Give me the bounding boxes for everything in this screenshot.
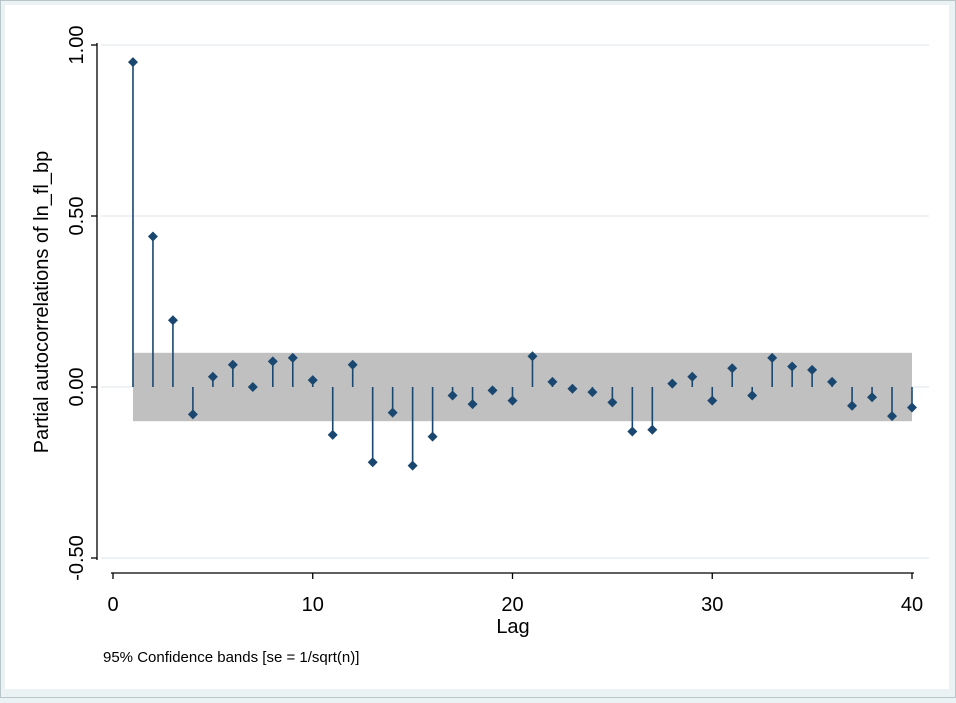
stem-marker-26 (627, 426, 638, 437)
stem-marker-11 (327, 429, 338, 440)
x-tick-label-4: 40 (901, 594, 923, 616)
stem-marker-6 (227, 359, 238, 370)
y-axis-label: Partial autocorrelations of ln_fl_bp (31, 151, 53, 453)
stem-marker-7 (247, 382, 258, 392)
x-axis-label: Lag (496, 616, 529, 638)
stem-marker-24 (587, 387, 598, 398)
stem-marker-35 (807, 364, 818, 375)
stem-marker-16 (427, 431, 438, 442)
stem-marker-22 (547, 376, 558, 387)
stem-marker-13 (367, 457, 378, 468)
stem-marker-31 (727, 363, 738, 374)
stem-marker-39 (887, 411, 898, 422)
footnote: 95% Confidence bands [se = 1/sqrt(n)] (103, 649, 359, 666)
confidence-band-rect (132, 352, 913, 422)
y-tick-label-0: -0.50 (66, 535, 88, 581)
stem-marker-15 (407, 460, 418, 471)
stems (127, 57, 917, 471)
stem-marker-21 (527, 351, 538, 362)
stem-marker-17 (447, 390, 458, 401)
stem-marker-40 (907, 402, 917, 413)
x-tick-label-2: 20 (501, 594, 523, 616)
stem-marker-9 (287, 352, 298, 363)
stem-marker-4 (187, 409, 198, 420)
axes: -0.50 0.00 0.50 1.00 0 10 20 30 40 (66, 26, 923, 616)
stem-marker-32 (747, 390, 758, 401)
stem-marker-23 (567, 383, 578, 394)
y-tick-label-3: 1.00 (66, 26, 88, 65)
stem-marker-37 (847, 400, 858, 411)
confidence-band (132, 352, 913, 422)
stem-marker-33 (767, 352, 778, 363)
plot-area (5, 5, 949, 689)
stem-marker-3 (167, 315, 178, 326)
stem-marker-1 (127, 57, 138, 68)
stem-marker-8 (267, 356, 278, 367)
stem-marker-27 (647, 424, 658, 435)
y-tick-label-1: 0.00 (66, 368, 88, 407)
stem-marker-38 (867, 392, 878, 403)
x-tick-label-0: 0 (107, 594, 118, 616)
stem-marker-29 (687, 371, 698, 382)
stem-marker-20 (507, 395, 518, 406)
stem-marker-2 (147, 231, 158, 242)
stem-marker-12 (347, 359, 358, 370)
stem-marker-30 (707, 395, 718, 406)
stem-marker-18 (467, 399, 478, 410)
stem-marker-10 (307, 375, 318, 386)
x-tick-label-3: 30 (701, 594, 723, 616)
stem-marker-28 (667, 378, 678, 389)
stem-marker-34 (787, 361, 798, 372)
x-tick-label-1: 10 (302, 594, 324, 616)
stem-marker-36 (827, 376, 838, 387)
stem-marker-25 (607, 397, 618, 408)
stem-marker-14 (387, 407, 398, 418)
stem-marker-5 (207, 371, 218, 382)
y-tick-label-2: 0.50 (66, 197, 88, 236)
stem-marker-19 (487, 385, 498, 396)
